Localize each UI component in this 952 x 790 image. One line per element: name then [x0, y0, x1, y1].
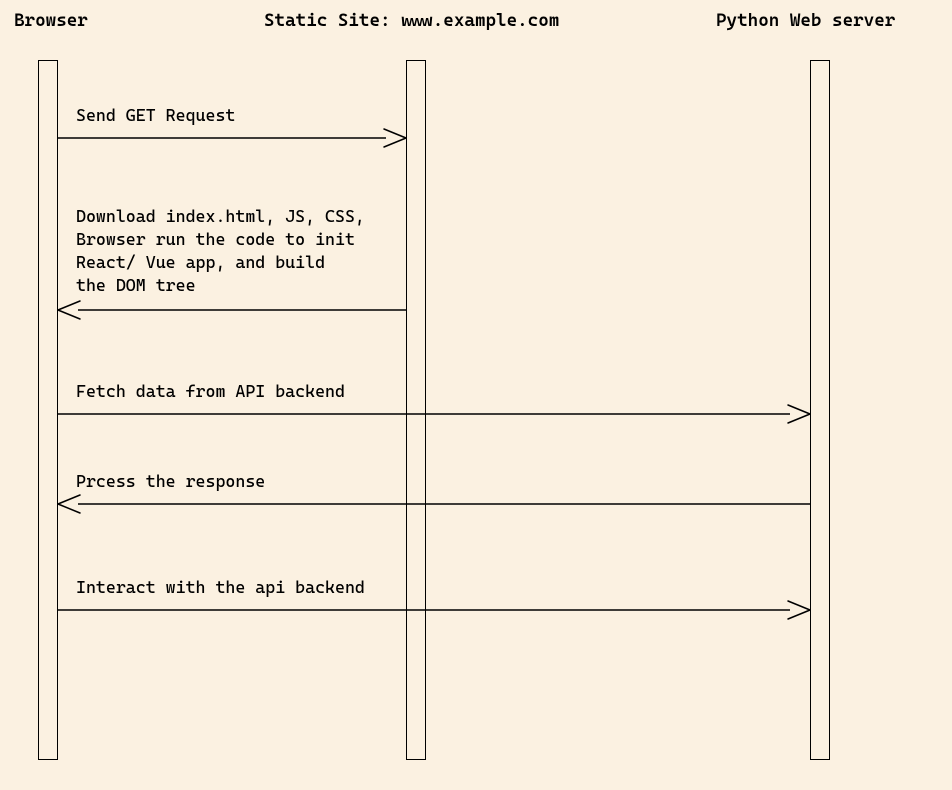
sequence-arrows-svg — [0, 0, 952, 790]
